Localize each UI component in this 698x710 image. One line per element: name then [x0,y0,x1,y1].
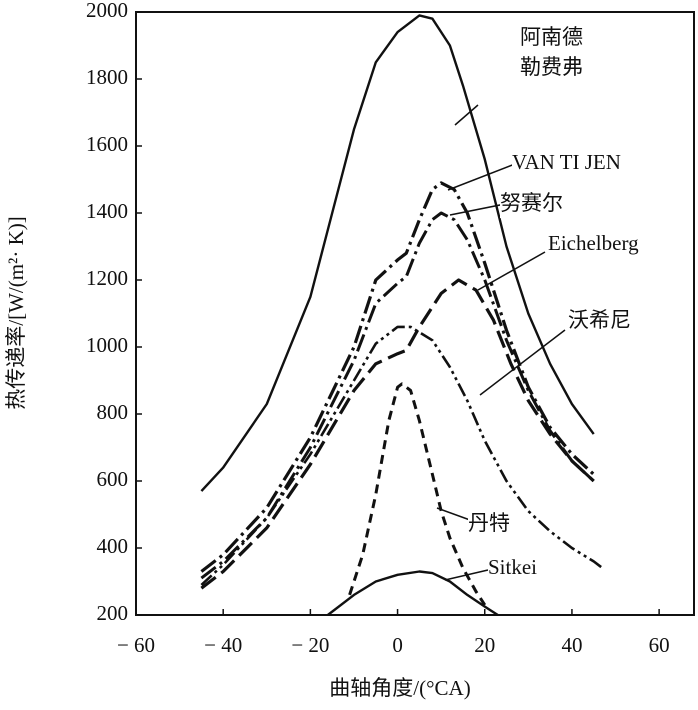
series-line [200,278,595,590]
series-line [200,325,604,586]
x-tick-label: − 20 [291,633,329,657]
series-label: 努赛尔 [500,188,563,218]
x-tick-label: 20 [474,633,495,657]
y-tick-label: 1400 [86,199,128,223]
y-tick-label: 800 [97,400,129,424]
series-line [200,181,595,573]
leader-line [447,161,521,191]
series-line [200,211,595,580]
leader-line [444,569,489,581]
series-label: 阿南德 勒费弗 [520,22,600,82]
series-line [200,14,595,492]
x-tick-label: 60 [649,633,670,657]
x-axis-label: 曲轴角度/(°CA) [329,676,470,700]
series-label: 沃希尼 [568,305,631,335]
x-tick-label: − 40 [204,633,242,657]
series-label: 丹特 [468,508,510,538]
series-line [327,570,499,617]
series-label: Eichelberg [548,228,639,258]
y-axis-label: 热传递率/[W/(m²· K)] [4,216,28,410]
leader-line [436,507,471,521]
series-line [348,382,487,606]
series-label: VAN TI JEN [512,147,621,177]
leader-line [477,251,546,291]
y-tick-label: 600 [97,467,129,491]
leader-line [454,104,479,126]
y-tick-label: 200 [97,601,129,625]
y-tick-label: 400 [97,534,129,558]
y-tick-label: 1800 [86,65,128,89]
y-tick-label: 2000 [86,0,128,22]
leader-line [479,329,566,396]
x-tick-label: 0 [392,633,403,657]
x-tick-label: − 60 [117,633,155,657]
plot-frame [135,11,695,616]
y-tick-label: 1000 [86,333,128,357]
series-label: Sitkei [488,552,538,582]
y-tick-label: 1600 [86,132,128,156]
y-tick-label: 1200 [86,266,128,290]
x-tick-label: 40 [561,633,582,657]
